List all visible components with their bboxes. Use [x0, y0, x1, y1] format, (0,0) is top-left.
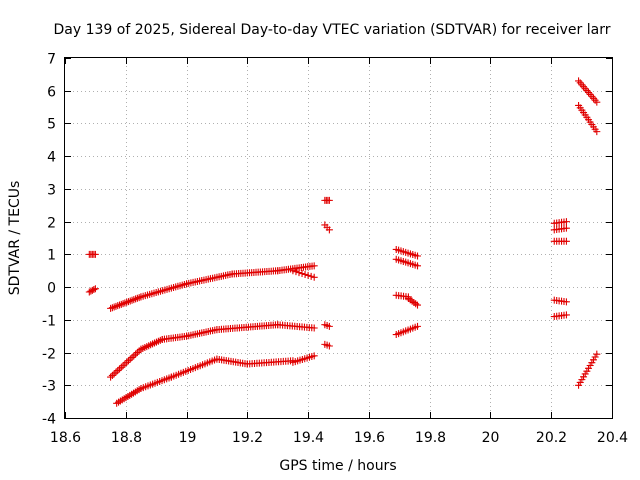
- x-tick-label: 19.6: [354, 430, 385, 446]
- data-point: [325, 196, 333, 204]
- data-point: [292, 268, 300, 276]
- y-tick-label: 3: [47, 183, 56, 199]
- data-point: [310, 324, 318, 332]
- data-point: [295, 269, 303, 277]
- data-point: [128, 353, 136, 361]
- data-point: [593, 98, 601, 106]
- data-point: [91, 250, 99, 258]
- data-point: [117, 363, 125, 371]
- data-point: [562, 311, 570, 319]
- data-point: [88, 286, 96, 294]
- y-axis-ticks: -4 -3 -2 -1 0 1 2 3 4 5 6 7: [42, 52, 612, 428]
- data-point: [414, 322, 422, 330]
- data-point: [414, 252, 422, 260]
- x-tick-label: 18.6: [50, 430, 81, 446]
- data-point: [119, 362, 127, 370]
- data-point: [90, 286, 98, 294]
- x-tick-label: 19: [179, 430, 197, 446]
- data-point: [112, 368, 120, 376]
- data-point: [132, 350, 140, 358]
- x-axis-title: GPS time / hours: [279, 458, 396, 474]
- y-tick-label: 7: [47, 52, 56, 68]
- data-point: [562, 224, 570, 232]
- x-axis-ticks: 18.6 18.8 19 19.2 19.4 19.6 19.8 20 20.2 20.4: [50, 58, 628, 446]
- data-point: [133, 349, 141, 357]
- data-point: [123, 358, 131, 366]
- data-point: [593, 350, 601, 358]
- data-point: [325, 226, 333, 234]
- data-point: [85, 288, 93, 296]
- data-point: [130, 352, 138, 360]
- data-point: [304, 271, 312, 279]
- x-tick-label: 20.2: [536, 430, 567, 446]
- data-point: [325, 322, 333, 330]
- y-tick-label: 2: [47, 216, 56, 232]
- x-tick-label: 20: [482, 430, 500, 446]
- data-point: [310, 352, 318, 360]
- y-tick-label: -4: [42, 412, 56, 428]
- data-point: [110, 370, 118, 378]
- y-tick-label: 4: [47, 150, 56, 166]
- y-tick-label: 0: [47, 281, 56, 297]
- data-point: [562, 218, 570, 226]
- data-point: [121, 360, 129, 368]
- x-tick-label: 20.4: [597, 430, 628, 446]
- x-tick-label: 19.4: [293, 430, 324, 446]
- data-point: [114, 367, 122, 375]
- data-point: [310, 273, 318, 281]
- data-point: [91, 285, 99, 293]
- data-point: [108, 371, 116, 379]
- data-point: [107, 373, 115, 381]
- y-tick-label: -1: [42, 314, 56, 330]
- chart-title: Day 139 of 2025, Sidereal Day-to-day VTE…: [54, 22, 611, 38]
- x-tick-label: 18.8: [111, 430, 142, 446]
- data-point: [87, 287, 95, 295]
- y-tick-label: 6: [47, 85, 56, 101]
- data-point: [562, 237, 570, 245]
- data-points: [85, 77, 601, 407]
- y-axis-title: SDTVAR / TECUs: [7, 181, 23, 296]
- data-point: [307, 272, 315, 280]
- y-tick-label: -2: [42, 347, 56, 363]
- y-tick-label: 1: [47, 248, 56, 264]
- y-tick-label: -3: [42, 379, 56, 395]
- plot-frame: [64, 57, 613, 419]
- x-tick-label: 19.8: [415, 430, 446, 446]
- x-tick-label: 19.2: [232, 430, 263, 446]
- data-point: [562, 298, 570, 306]
- data-point: [116, 365, 124, 373]
- data-point: [301, 270, 309, 278]
- data-point: [325, 342, 333, 350]
- data-point: [414, 262, 422, 270]
- data-point: [126, 355, 134, 363]
- data-point: [289, 267, 297, 275]
- data-point: [310, 262, 318, 270]
- grid: [65, 58, 612, 418]
- data-point: [298, 270, 306, 278]
- data-point: [414, 301, 422, 309]
- data-point: [593, 128, 601, 136]
- y-tick-label: 5: [47, 117, 56, 133]
